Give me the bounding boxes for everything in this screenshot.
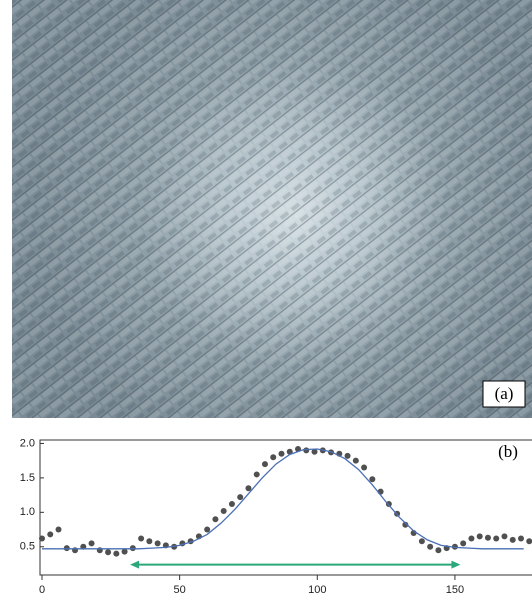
- data-point: [303, 447, 309, 453]
- data-point: [369, 476, 375, 482]
- y-tick-label: 2.0: [20, 437, 35, 449]
- x-tick-label: 150: [446, 584, 464, 596]
- data-point: [270, 454, 276, 460]
- data-point: [460, 540, 466, 546]
- data-point: [113, 551, 119, 557]
- data-point: [229, 501, 235, 507]
- micrograph-texture: [12, 0, 532, 418]
- data-point: [526, 538, 532, 544]
- data-point: [254, 471, 260, 477]
- data-point: [435, 547, 441, 553]
- panel-label: (a): [495, 384, 514, 403]
- data-point: [146, 538, 152, 544]
- data-point: [510, 537, 516, 543]
- y-tick-label: 1.5: [20, 472, 35, 484]
- data-point: [155, 540, 161, 546]
- data-point: [427, 544, 433, 550]
- data-point: [278, 451, 284, 457]
- figure: (a) (b) 2.0 1.5 1.0 0.5 0 50 100 150: [0, 0, 532, 600]
- data-point: [353, 458, 359, 464]
- data-point: [204, 527, 210, 533]
- data-point: [47, 531, 53, 537]
- x-tick-label: 50: [174, 584, 186, 596]
- data-point: [122, 549, 128, 555]
- data-point: [72, 547, 78, 553]
- y-tick-label: 1.0: [20, 506, 35, 518]
- data-point: [56, 527, 62, 533]
- data-point: [64, 545, 70, 551]
- data-point: [419, 538, 425, 544]
- data-point: [262, 461, 268, 467]
- x-tick-label: 0: [39, 584, 45, 596]
- data-point: [105, 549, 111, 555]
- data-point: [138, 535, 144, 541]
- data-point: [39, 535, 45, 541]
- data-point: [485, 535, 491, 541]
- data-point: [468, 535, 474, 541]
- data-point: [130, 545, 136, 551]
- data-point: [221, 508, 227, 514]
- data-point: [212, 516, 218, 522]
- data-point: [245, 485, 251, 491]
- data-point: [361, 465, 367, 471]
- data-point: [518, 535, 524, 541]
- data-point: [97, 547, 103, 553]
- data-point: [89, 540, 95, 546]
- data-point: [501, 533, 507, 539]
- image-panel: (a): [12, 0, 532, 418]
- data-point: [477, 533, 483, 539]
- y-tick-label: 0.5: [20, 541, 35, 553]
- panel-label: (b): [498, 442, 518, 461]
- x-tick-label: 100: [308, 584, 326, 596]
- data-point: [493, 535, 499, 541]
- data-point: [345, 453, 351, 459]
- data-point: [237, 494, 243, 500]
